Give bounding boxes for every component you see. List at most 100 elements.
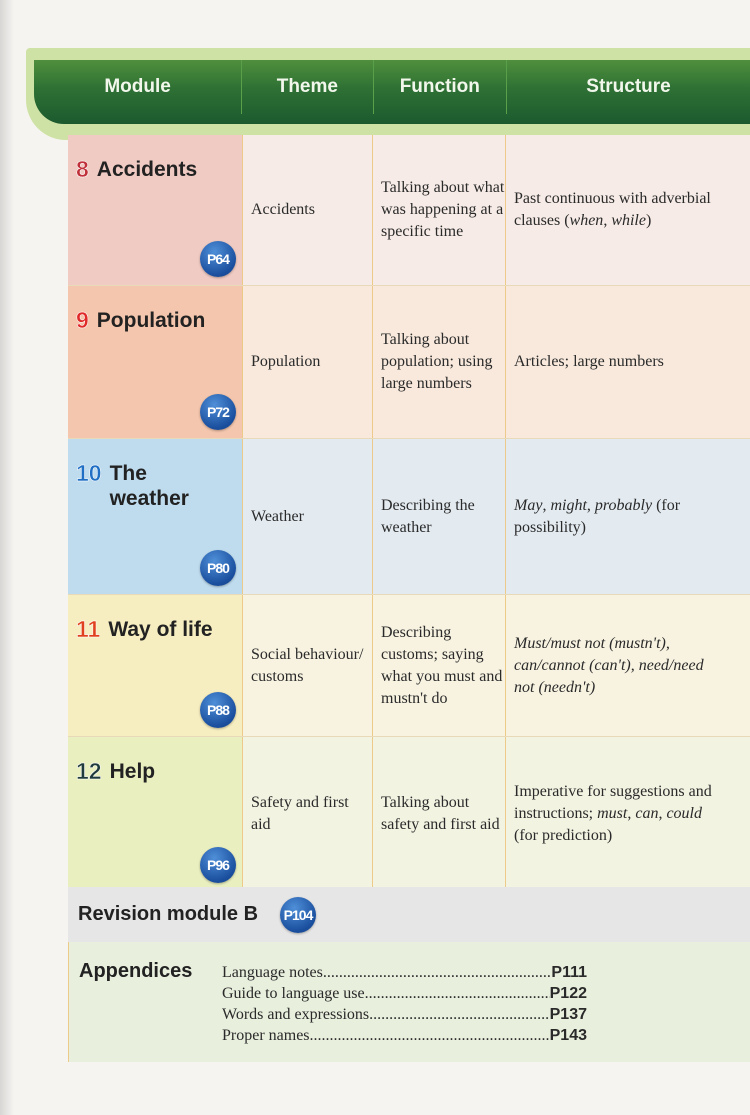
revision-title: Revision module B xyxy=(78,903,259,925)
structure-text: ) xyxy=(645,212,652,229)
structure-text: Must/must not (mustn't), can/cannot (can… xyxy=(514,634,704,696)
module-number: 12 xyxy=(76,758,102,784)
structure-text: , xyxy=(542,496,551,514)
page-badge[interactable]: P64 xyxy=(200,241,236,277)
function-cell: Talking about population; using large nu… xyxy=(373,286,506,438)
theme-cell: Accidents xyxy=(243,135,373,285)
theme-text: Accidents xyxy=(251,201,315,218)
page-badge[interactable]: P88 xyxy=(200,692,236,728)
appendix-item[interactable]: Guide to language use P122 xyxy=(222,983,587,1004)
structure-text: Imperative for suggestions and instructi… xyxy=(514,783,712,822)
theme-text: Population xyxy=(251,353,321,370)
appendix-label: Language notes xyxy=(222,964,323,981)
structure-cell: Past continuous with adverbial clauses (… xyxy=(506,135,750,285)
function-text: Talking about population; using large nu… xyxy=(381,331,493,392)
contents-table: 8 Accidents P64 Accidents Talking about … xyxy=(68,135,750,892)
structure-cell: Articles; large numbers xyxy=(506,286,750,438)
module-title: 10 The weather xyxy=(76,460,220,511)
structure-cell: May, might, probably (for possibility) xyxy=(506,439,750,594)
appendix-page: P137 xyxy=(549,1006,587,1023)
theme-cell: Population xyxy=(243,286,373,438)
function-cell: Talking about safety and first aid xyxy=(373,737,506,891)
module-number: 10 xyxy=(76,460,102,486)
function-text: Talking about safety and first aid xyxy=(381,794,500,833)
appendices-title: Appendices xyxy=(79,960,193,982)
structure-text: , xyxy=(603,212,612,229)
module-row: 10 The weather P80 Weather Describing th… xyxy=(68,439,750,595)
structure-text: May xyxy=(514,496,543,514)
leader-dots xyxy=(310,1025,550,1046)
theme-cell: Social behaviour/ customs xyxy=(243,595,373,736)
module-row: 8 Accidents P64 Accidents Talking about … xyxy=(68,135,750,286)
structure-text: must xyxy=(597,805,628,822)
function-cell: Talking about what was happening at a sp… xyxy=(373,135,506,285)
module-number: 8 xyxy=(76,156,89,182)
module-number: 9 xyxy=(76,307,89,333)
leader-dots xyxy=(323,962,552,983)
function-cell: Describing the weather xyxy=(373,439,506,594)
appendix-item[interactable]: Proper names P143 xyxy=(222,1025,587,1046)
module-number: 11 xyxy=(76,616,101,642)
header-module: Module xyxy=(34,60,243,114)
page-badge[interactable]: P96 xyxy=(200,847,236,883)
structure-text: could xyxy=(666,805,702,822)
structure-text: (for possibility) xyxy=(514,496,681,536)
theme-text: Weather xyxy=(251,507,304,525)
leader-dots xyxy=(365,983,550,1004)
module-title: 8 Accidents xyxy=(76,156,198,182)
module-row: 9 Population P72 Population Talking abou… xyxy=(68,286,750,439)
page-edge-shadow xyxy=(0,0,14,1115)
appendix-page: P111 xyxy=(551,964,587,981)
module-cell: 10 The weather P80 xyxy=(68,439,243,594)
theme-text: Social behaviour/ customs xyxy=(251,645,364,685)
structure-text: probably xyxy=(594,496,653,514)
module-cell: 12 Help P96 xyxy=(68,737,243,891)
function-text: Describing the weather xyxy=(381,496,475,536)
structure-text: while xyxy=(611,212,646,229)
module-name: Help xyxy=(109,760,156,783)
module-cell: 8 Accidents P64 xyxy=(68,135,243,285)
structure-cell: Imperative for suggestions and instructi… xyxy=(506,737,750,891)
revision-row: Revision module B P104 xyxy=(68,887,750,942)
page-badge[interactable]: P104 xyxy=(280,896,317,933)
structure-text: when xyxy=(569,212,604,229)
appendix-page: P143 xyxy=(549,1027,587,1044)
appendices-section: Appendices Language notes P111 Guide to l… xyxy=(68,942,750,1062)
structure-text: can xyxy=(635,805,659,822)
header-function: Function xyxy=(374,60,508,114)
module-name: Population xyxy=(96,309,206,332)
appendices-list: Language notes P111 Guide to language use… xyxy=(222,962,587,1046)
module-name: Way of life xyxy=(108,618,213,641)
module-name: Accidents xyxy=(96,158,198,181)
structure-text: (for prediction) xyxy=(514,827,613,844)
appendix-label: Guide to language use xyxy=(222,985,365,1002)
structure-text: , xyxy=(586,496,595,514)
module-cell: 9 Population P72 xyxy=(68,286,243,438)
structure-text: , xyxy=(658,805,667,822)
page-badge[interactable]: P80 xyxy=(200,550,236,586)
theme-cell: Safety and first aid xyxy=(243,737,373,891)
theme-text: Safety and first aid xyxy=(251,794,349,833)
appendix-item[interactable]: Words and expressions P137 xyxy=(222,1004,587,1025)
page-badge[interactable]: P72 xyxy=(200,394,236,430)
structure-text: Articles; large numbers xyxy=(514,353,664,370)
leader-dots xyxy=(369,1004,549,1025)
structure-text: , xyxy=(627,805,636,822)
module-title: 11 Way of life xyxy=(76,616,213,642)
structure-text: Past continuous with adverbial clauses ( xyxy=(514,190,711,229)
appendix-page: P122 xyxy=(549,985,587,1002)
table-header: Module Theme Function Structure xyxy=(34,60,750,124)
function-text: Describing customs; saying what you must… xyxy=(381,623,503,707)
header-structure: Structure xyxy=(586,76,671,97)
appendix-label: Proper names xyxy=(222,1027,310,1044)
appendix-item[interactable]: Language notes P111 xyxy=(222,962,587,983)
structure-text: might xyxy=(550,496,587,514)
function-text: Talking about what was happening at a sp… xyxy=(381,179,505,240)
module-name: The weather xyxy=(109,462,189,510)
structure-cell: Must/must not (mustn't), can/cannot (can… xyxy=(506,595,750,736)
module-title: 12 Help xyxy=(76,758,156,784)
appendix-label: Words and expressions xyxy=(222,1006,370,1023)
module-cell: 11 Way of life P88 xyxy=(68,595,243,736)
function-cell: Describing customs; saying what you must… xyxy=(373,595,506,736)
theme-cell: Weather xyxy=(243,439,373,594)
